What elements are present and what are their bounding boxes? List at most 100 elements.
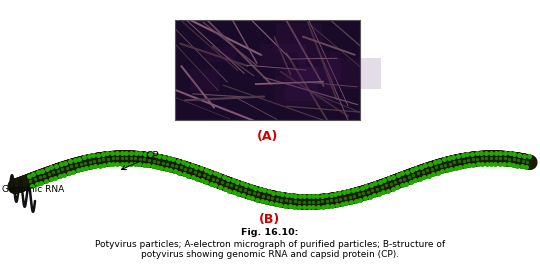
Point — [420, 175, 429, 179]
Point — [300, 200, 308, 204]
Point — [394, 173, 402, 177]
Point — [259, 193, 267, 198]
Point — [391, 180, 400, 184]
Point — [67, 164, 76, 169]
Point — [163, 161, 172, 166]
Point — [332, 198, 340, 202]
Point — [290, 205, 299, 209]
Point — [150, 153, 159, 157]
Point — [366, 183, 375, 187]
Point — [514, 158, 523, 162]
Point — [286, 204, 294, 209]
Point — [211, 183, 220, 188]
Point — [491, 150, 500, 155]
Point — [60, 172, 69, 177]
Point — [131, 162, 139, 166]
Point — [517, 164, 526, 169]
Point — [337, 202, 346, 206]
Point — [319, 205, 327, 209]
Point — [460, 158, 468, 163]
Point — [76, 162, 85, 166]
Point — [397, 183, 406, 188]
Point — [86, 165, 95, 169]
Point — [412, 166, 421, 170]
Point — [374, 192, 383, 196]
Point — [473, 157, 482, 161]
Point — [122, 150, 131, 155]
Point — [345, 195, 354, 199]
Text: (A): (A) — [257, 130, 278, 143]
Point — [404, 175, 413, 179]
Text: CP: CP — [122, 151, 159, 170]
Point — [255, 187, 264, 191]
Point — [496, 162, 504, 166]
Point — [468, 157, 477, 161]
Point — [195, 172, 204, 176]
Point — [164, 156, 173, 161]
Point — [204, 175, 213, 179]
Point — [192, 165, 201, 169]
Point — [478, 162, 487, 166]
Point — [145, 152, 154, 157]
Point — [447, 167, 456, 171]
Point — [173, 159, 182, 163]
Point — [357, 186, 366, 190]
Point — [42, 179, 50, 183]
Point — [373, 187, 381, 191]
Point — [181, 167, 190, 171]
Point — [477, 156, 486, 161]
Point — [91, 164, 99, 168]
Point — [414, 171, 422, 176]
Point — [236, 187, 245, 191]
Point — [304, 194, 313, 199]
Point — [487, 156, 495, 160]
Point — [291, 199, 299, 204]
Point — [215, 185, 224, 189]
Point — [322, 193, 330, 198]
Point — [202, 180, 211, 184]
Point — [52, 163, 60, 168]
Point — [113, 156, 122, 160]
Text: Genomic RNA: Genomic RNA — [2, 185, 64, 195]
Point — [249, 191, 258, 195]
Point — [265, 189, 273, 194]
Point — [127, 151, 136, 155]
Point — [234, 192, 242, 196]
Point — [148, 164, 157, 168]
Point — [513, 163, 522, 168]
Point — [64, 171, 73, 175]
Point — [75, 157, 84, 161]
Point — [282, 193, 291, 197]
Text: Potyvirus particles; A-electron micrograph of purified particles; B-structure of: Potyvirus particles; A-electron microgra… — [95, 240, 445, 259]
Point — [277, 198, 286, 202]
Point — [56, 162, 65, 166]
Point — [240, 188, 249, 192]
Point — [257, 199, 266, 203]
Point — [456, 165, 464, 169]
Point — [295, 200, 304, 204]
Point — [201, 168, 210, 172]
Point — [61, 161, 70, 165]
Point — [348, 188, 357, 192]
Point — [328, 204, 336, 208]
Point — [154, 159, 163, 164]
Point — [342, 201, 350, 205]
Point — [188, 175, 197, 179]
Point — [523, 160, 532, 164]
Point — [458, 153, 467, 157]
Point — [161, 167, 170, 171]
Point — [85, 160, 94, 164]
Point — [330, 192, 339, 196]
FancyBboxPatch shape — [275, 67, 333, 106]
Point — [167, 163, 176, 167]
Point — [322, 199, 331, 203]
Point — [341, 196, 349, 200]
Point — [403, 170, 411, 174]
Point — [177, 165, 185, 170]
Point — [238, 181, 246, 186]
Point — [198, 178, 206, 183]
Point — [155, 154, 164, 158]
Point — [286, 199, 295, 203]
Point — [224, 176, 233, 181]
Point — [379, 190, 388, 194]
